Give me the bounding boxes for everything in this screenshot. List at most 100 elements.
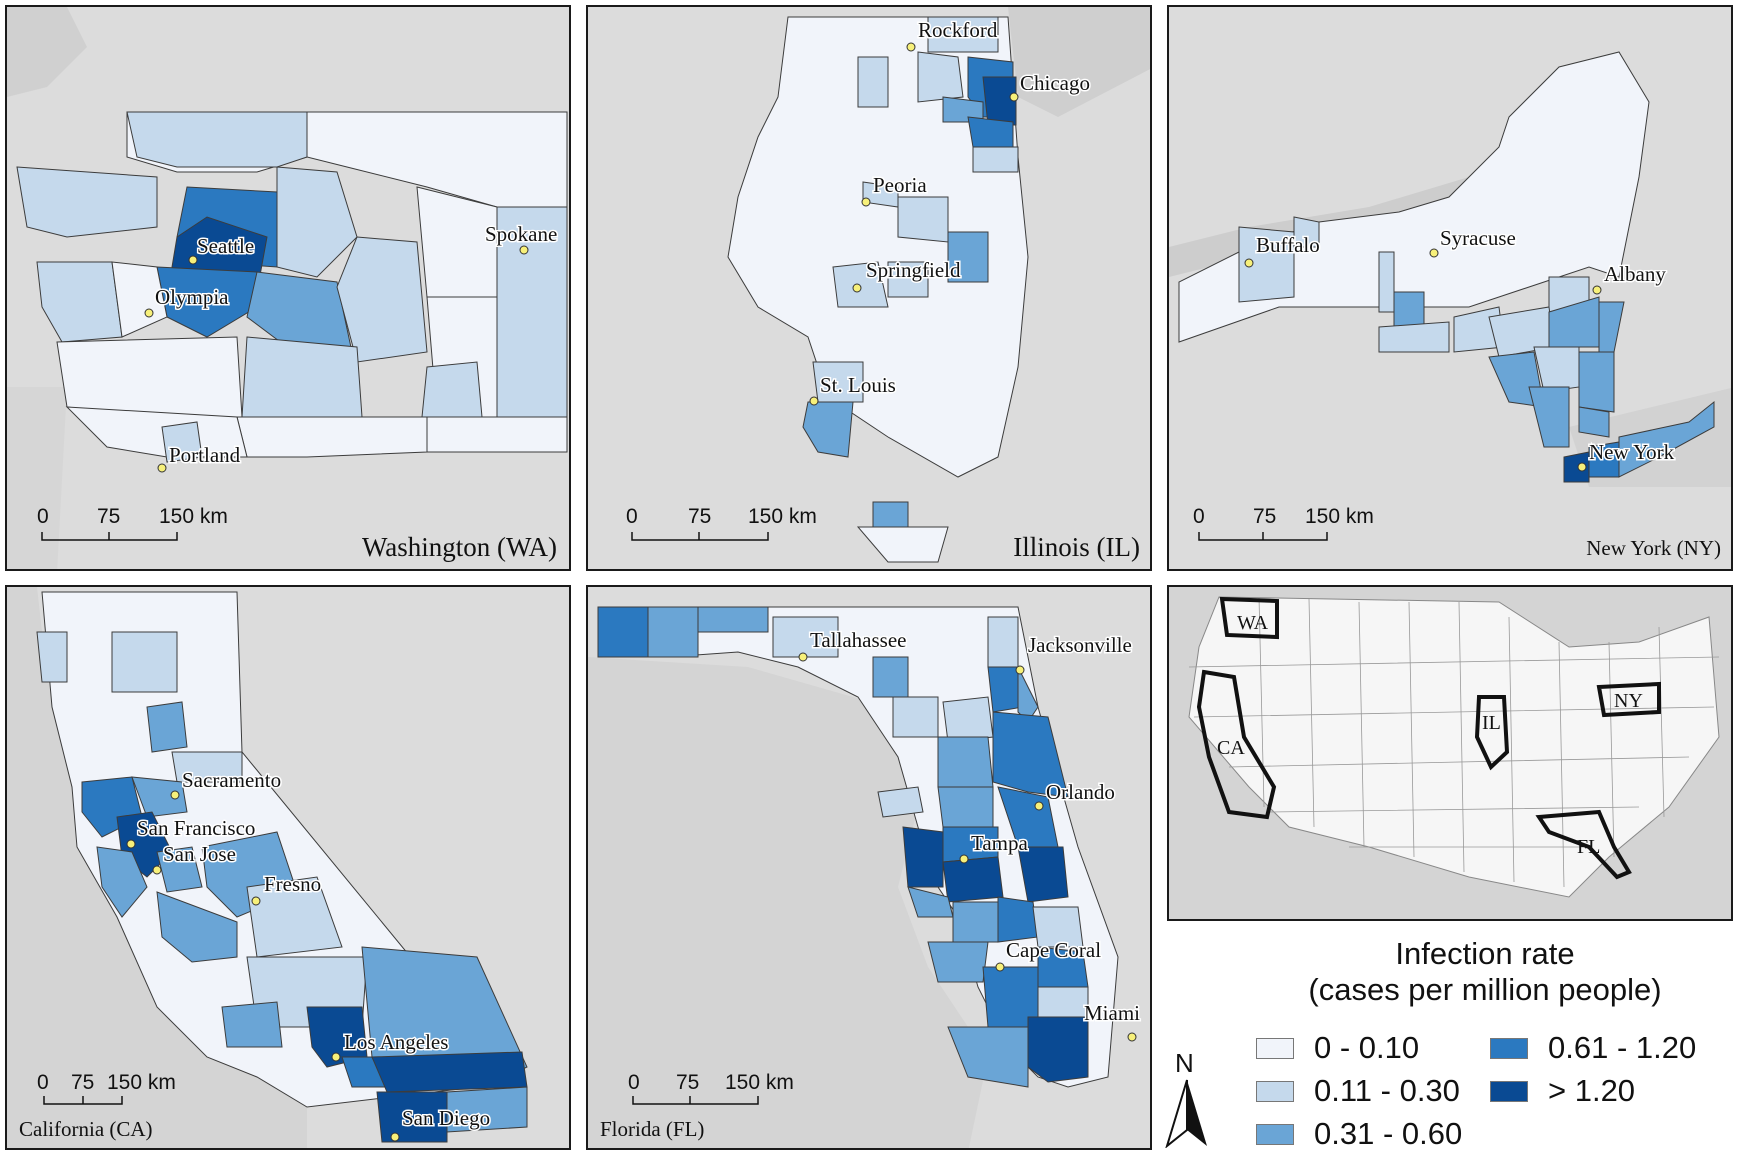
lake-michigan: [1008, 7, 1150, 117]
city-label-portland: Portland: [169, 443, 241, 467]
county: [336, 236, 428, 363]
county: [597, 606, 649, 658]
city-marker-miami: [1127, 1032, 1137, 1042]
legend-label-4: > 1.20: [1548, 1073, 1636, 1108]
legend-item-1: 0.11 - 0.30: [1256, 1073, 1460, 1109]
ny-counties: [1178, 51, 1715, 483]
county: [236, 416, 428, 458]
scale-label-150: 150 km: [748, 505, 817, 528]
city-label-san-francisco: San Francisco: [137, 816, 255, 840]
county: [887, 261, 929, 298]
county: [947, 231, 989, 283]
county: [1393, 291, 1425, 328]
legend-swatch-4: [1490, 1080, 1528, 1102]
county: [1378, 251, 1395, 313]
county: [856, 526, 949, 563]
county: [96, 846, 148, 918]
puget-water: [7, 7, 87, 97]
county: [1578, 351, 1615, 413]
city-label-san-diego: San Diego: [402, 1106, 490, 1130]
city-marker-springfield: [852, 283, 862, 293]
outline-fl: [1535, 809, 1632, 880]
panel-illinois: Rockford Chicago Peoria Springfield St. …: [586, 5, 1152, 571]
county: [1618, 400, 1715, 478]
north-arrow-icon: [1165, 1079, 1207, 1148]
scale-label-150: 150 km: [107, 1071, 176, 1094]
county: [942, 856, 1004, 903]
city-label-peoria: Peoria: [873, 173, 927, 197]
label-fl: FL: [1577, 836, 1600, 858]
city-marker-sacramento: [170, 790, 180, 800]
county: [371, 1051, 528, 1093]
scale-label-75: 75: [1253, 505, 1276, 528]
county: [306, 111, 568, 208]
panel-title-new-york: New York (NY): [1586, 536, 1721, 560]
city-marker-peoria: [861, 197, 871, 207]
county: [171, 751, 243, 783]
panel-title-california: California (CA): [19, 1117, 153, 1141]
county: [1293, 216, 1320, 248]
city-marker-albany: [1592, 285, 1602, 295]
county: [1238, 226, 1295, 303]
city-label-seattle: Seattle: [197, 234, 254, 258]
city-label-tampa: Tampa: [971, 831, 1029, 855]
county: [1017, 846, 1069, 903]
county: [727, 16, 1029, 478]
city-label-chicago: Chicago: [1020, 71, 1090, 95]
legend-title-line1: Infection rate: [1395, 936, 1575, 971]
california-map: Sacramento San Francisco San Jose Fresno…: [7, 587, 569, 1148]
us-state-grid: [1188, 596, 1720, 888]
label-ca: CA: [1217, 737, 1245, 759]
scale-label-150: 150 km: [1305, 505, 1374, 528]
city-label-albany: Albany: [1604, 262, 1666, 286]
legend-swatch-2: [1256, 1123, 1294, 1145]
county: [972, 146, 1019, 173]
wa-scale-bar: 0 75 150 km: [37, 505, 228, 541]
ca-cities: Sacramento San Francisco San Jose Fresno…: [126, 767, 492, 1142]
city-label-jacksonville: Jacksonville: [1028, 633, 1132, 657]
county: [647, 606, 699, 658]
label-ny: NY: [1614, 690, 1643, 712]
city-marker-san-francisco: [126, 839, 136, 849]
panel-title-illinois: Illinois (IL): [1013, 532, 1140, 562]
panel-title-florida: Florida (FL): [600, 1117, 705, 1141]
legend: Infection rate (cases per million people…: [1160, 930, 1738, 1155]
panel-california: Sacramento San Francisco San Jose Fresno…: [5, 585, 571, 1150]
ocean: [7, 387, 67, 569]
county: [126, 111, 308, 168]
city-label-rockford: Rockford: [918, 18, 998, 42]
highlighted-states: [1196, 596, 1661, 880]
county: [967, 116, 1014, 148]
legend-label-2: 0.31 - 0.60: [1314, 1116, 1463, 1151]
county: [1578, 406, 1610, 438]
county: [812, 361, 864, 403]
county: [927, 16, 999, 53]
outline-ny: [1596, 681, 1661, 718]
legend-swatch-1: [1256, 1080, 1294, 1102]
county: [987, 616, 1019, 668]
legend-item-4: > 1.20: [1490, 1073, 1635, 1109]
fl-scale-bar: 0 75 150 km: [628, 1071, 794, 1105]
county: [942, 696, 994, 743]
city-marker-buffalo: [1244, 258, 1254, 268]
county: [997, 896, 1039, 943]
il-counties: [727, 16, 1029, 563]
city-marker-los-angeles: [331, 1052, 341, 1062]
washington-map: Seattle Olympia Spokane Portland 0 75 15…: [7, 7, 569, 569]
county: [246, 876, 343, 958]
county: [802, 401, 854, 458]
county: [421, 361, 483, 418]
county: [877, 786, 924, 818]
panel-washington: Seattle Olympia Spokane Portland 0 75 15…: [5, 5, 571, 571]
city-label-miami: Miami: [1084, 1001, 1140, 1025]
us-overview-map: WA CA IL NY FL: [1169, 587, 1731, 919]
scale-label-75: 75: [71, 1071, 94, 1094]
city-label-buffalo: Buffalo: [1256, 233, 1320, 257]
city-marker-cape-coral: [995, 962, 1005, 972]
label-wa: WA: [1237, 612, 1269, 634]
county: [16, 166, 158, 238]
ny-scale-bar: 0 75 150 km: [1193, 505, 1374, 541]
scale-label-150: 150 km: [159, 505, 228, 528]
county: [982, 76, 1017, 126]
county: [697, 606, 769, 633]
